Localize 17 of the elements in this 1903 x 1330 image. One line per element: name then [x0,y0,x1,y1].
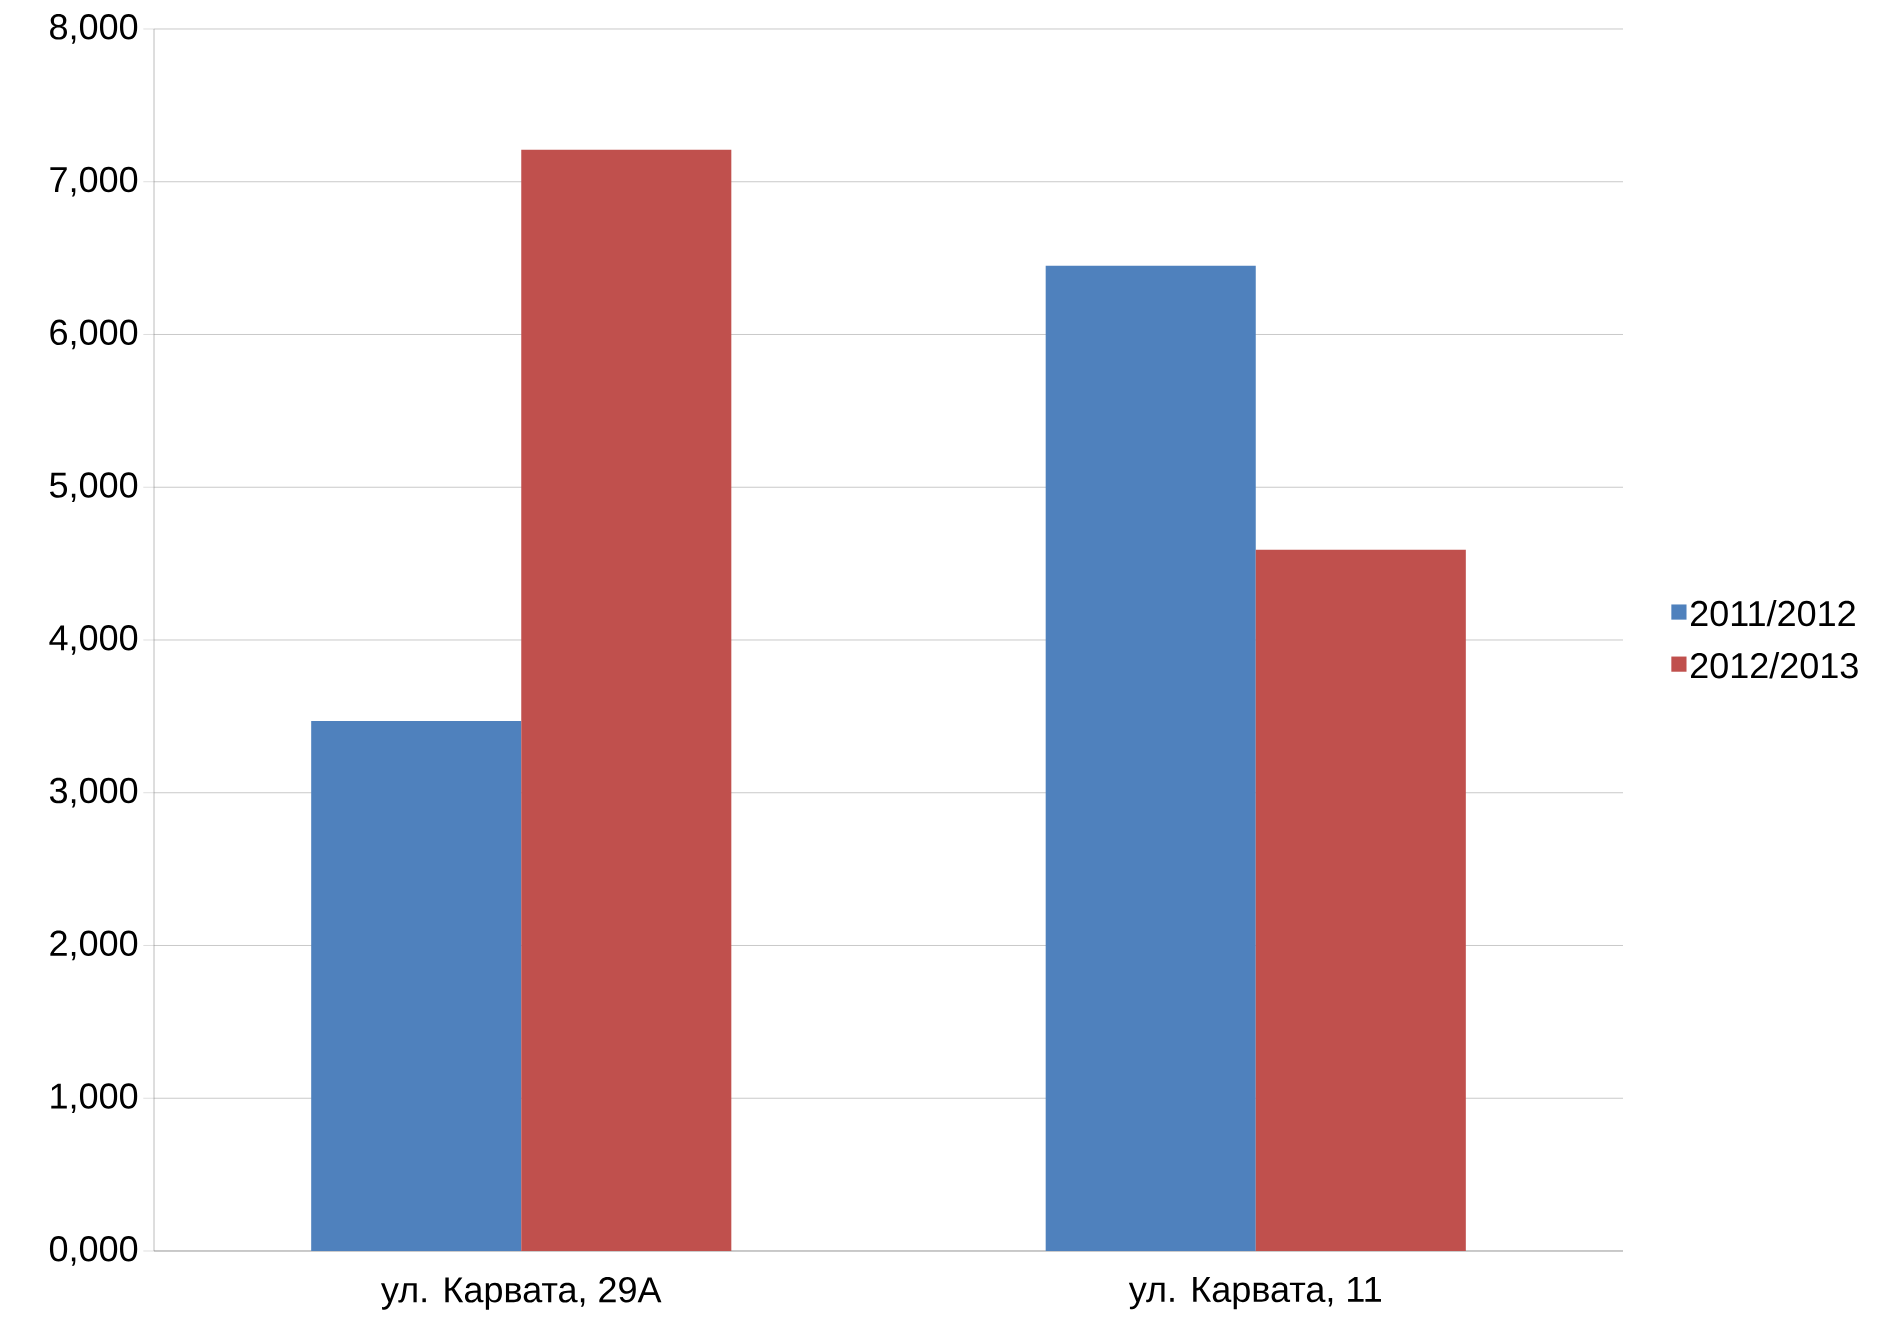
bar [311,720,522,1251]
bar [1045,265,1256,1251]
y-tick-label: 4,000 [49,625,138,655]
bar [521,149,732,1251]
y-tick-label: 3,000 [49,777,138,808]
y-tick-label: 2,000 [50,930,138,961]
bar [1255,549,1466,1251]
x-tick-label: ул. Карвата, 29А [381,1277,662,1310]
legend-label: 2012/2013 [1691,651,1858,679]
y-tick-label: 0,000 [49,1236,138,1266]
y-tick-label: 8,000 [50,14,138,44]
y-tick-label: 6,000 [50,319,138,350]
y-tick-label: 7,000 [50,166,138,197]
legend-label: 2011/2012 [1691,599,1855,627]
y-tick-label: 1,000 [51,1083,138,1114]
x-tick-label: ул. Карвата, 11 [1128,1277,1381,1310]
y-tick-label: 5,000 [49,472,138,503]
